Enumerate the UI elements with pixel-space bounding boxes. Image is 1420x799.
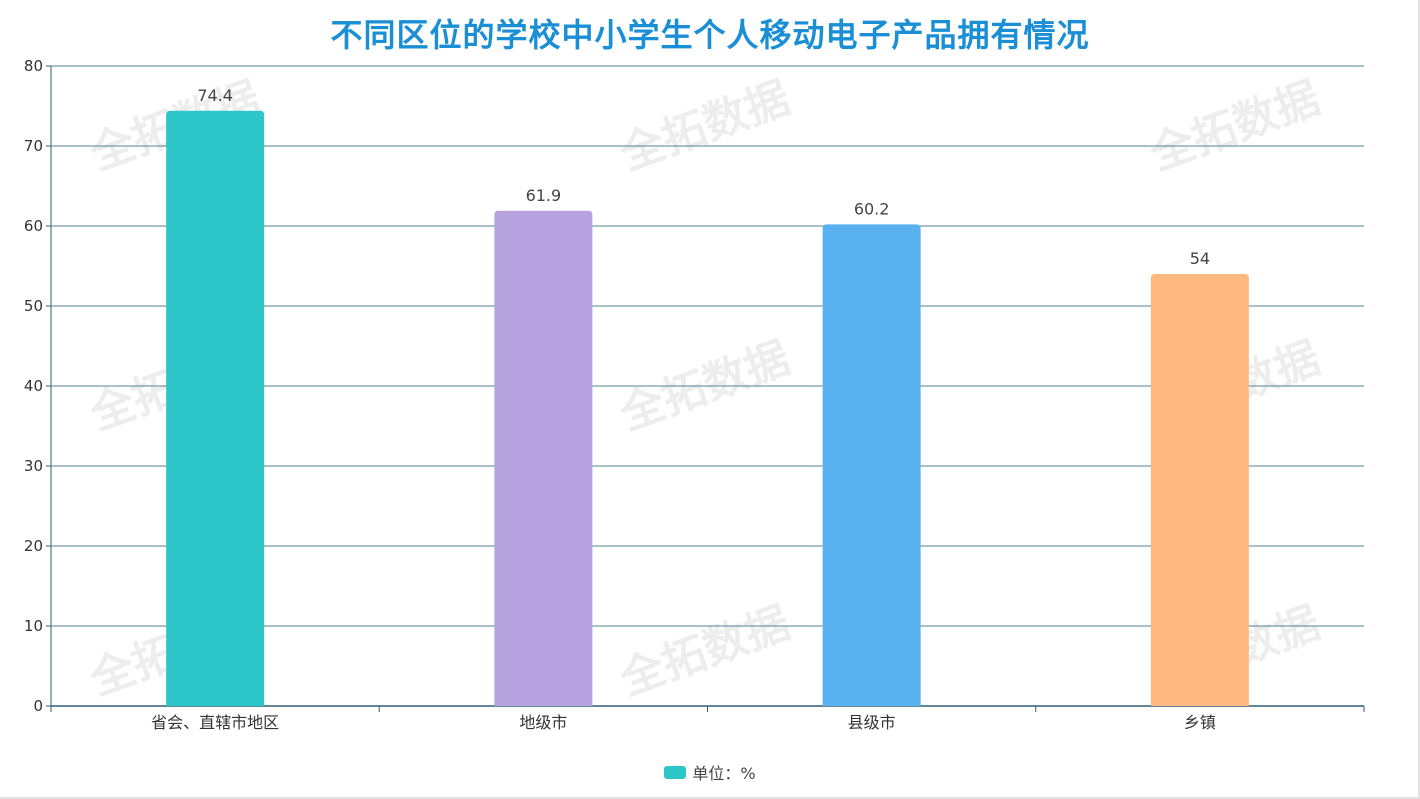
legend-label: 单位：% [692, 764, 756, 783]
x-tick-label: 地级市 [519, 713, 567, 732]
data-label: 60.2 [854, 199, 890, 218]
y-tick-label: 20 [24, 537, 43, 555]
y-tick-label: 30 [24, 457, 43, 475]
x-tick-label: 县级市 [848, 713, 896, 732]
x-tick-label: 乡镇 [1184, 713, 1216, 732]
legend[interactable]: 单位：% [0, 760, 1420, 784]
data-label: 74.4 [197, 86, 233, 105]
watermark: 全拓数据 [1143, 72, 1327, 180]
y-tick-label: 0 [33, 697, 43, 715]
bar [166, 110, 265, 707]
watermark: 全拓数据 [613, 597, 797, 705]
chart-title: 不同区位的学校中小学生个人移动电子产品拥有情况 [330, 16, 1090, 54]
data-label: 61.9 [526, 186, 562, 205]
x-tick-label: 省会、直辖市地区 [151, 713, 279, 732]
data-label: 54 [1190, 249, 1210, 268]
bar [822, 224, 921, 706]
legend-swatch [664, 765, 687, 779]
y-tick-label: 60 [24, 217, 43, 235]
y-tick-label: 10 [24, 617, 43, 635]
watermark: 全拓数据 [613, 72, 797, 180]
y-tick-label: 80 [24, 57, 43, 75]
y-tick-label: 50 [24, 297, 43, 315]
bar [494, 210, 593, 707]
watermark: 全拓数据 [613, 332, 797, 440]
bar [1150, 274, 1249, 706]
y-tick-label: 70 [24, 137, 43, 155]
y-tick-label: 40 [24, 377, 43, 395]
